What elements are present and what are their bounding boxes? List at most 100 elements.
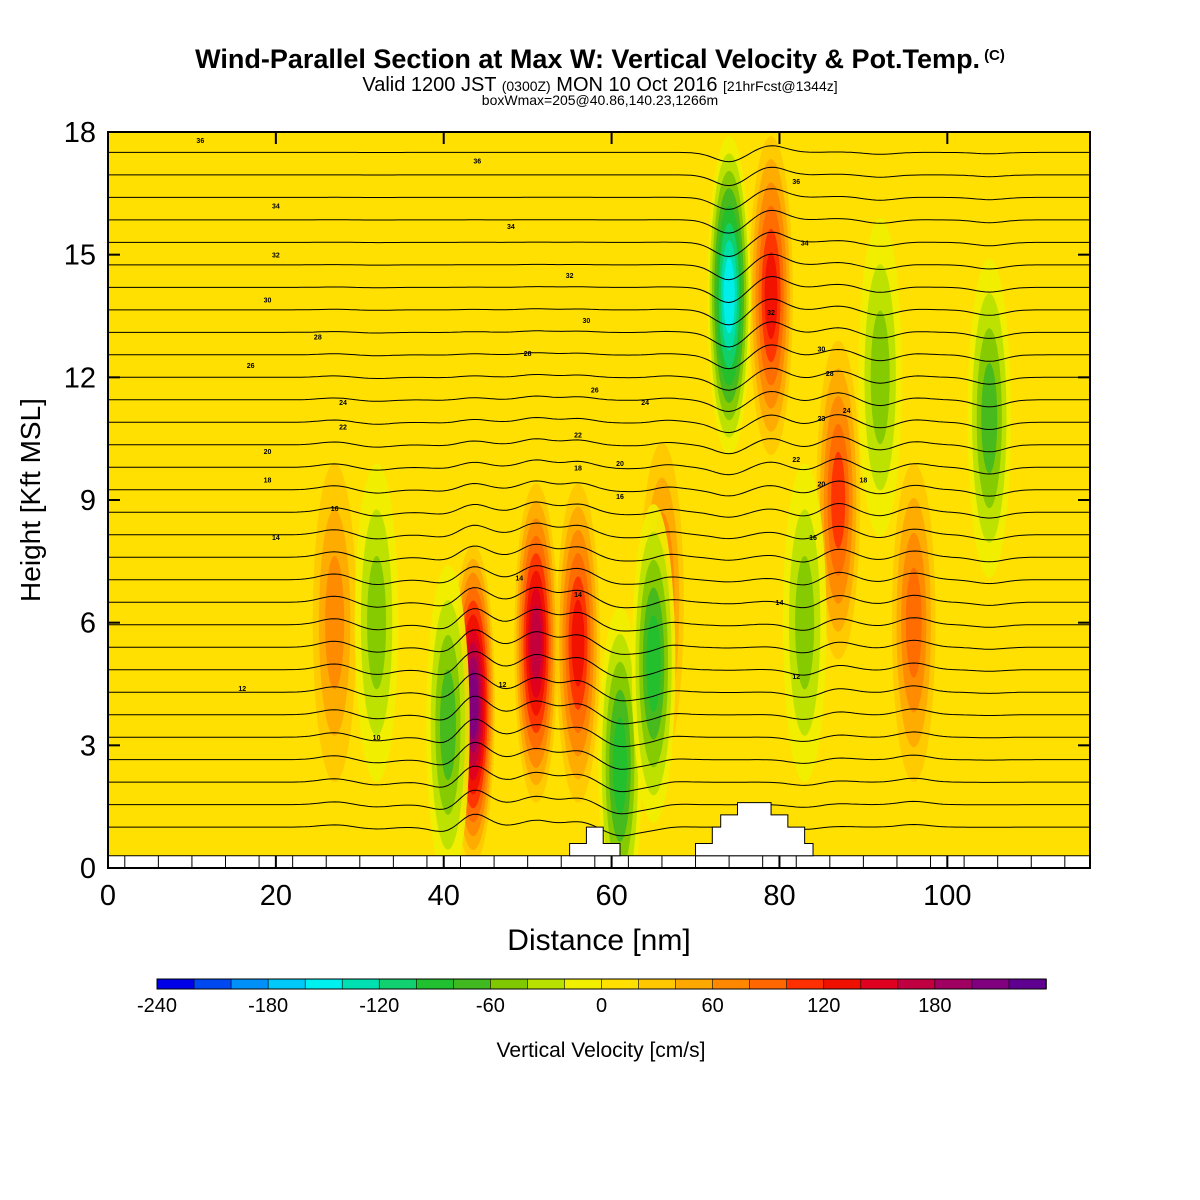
colorbar-swatch	[1008, 978, 1047, 990]
terrain-strip	[108, 855, 1090, 868]
isentrope-label: 18	[264, 478, 272, 485]
colorbar-swatch	[490, 978, 529, 990]
isentrope-label: 30	[264, 298, 272, 305]
isentrope-label: 10	[373, 735, 381, 742]
boxwmax-line: boxWmax=205@40.86,140.23,1266m	[481, 92, 719, 108]
isentrope	[108, 543, 1090, 563]
colorbar-tick-label: 60	[702, 995, 724, 1017]
colorbar-tick-label: 0	[596, 995, 607, 1017]
isentrope-label: 16	[331, 506, 339, 513]
isentrope	[108, 436, 1090, 455]
velocity-cell	[749, 136, 793, 456]
isentrope	[108, 480, 1090, 497]
isentrope	[108, 742, 1090, 770]
velocity-cell	[707, 136, 751, 456]
isentrope	[108, 458, 1090, 476]
isentrope-label: 22	[792, 457, 800, 464]
colorbar-swatch	[156, 978, 195, 990]
isentrope-label: 12	[792, 674, 800, 681]
isentrope-label: 14	[776, 600, 784, 607]
isentrope-label: 36	[196, 138, 204, 145]
x-tick-label: 0	[100, 880, 116, 912]
x-axis-label: Distance [nm]	[507, 924, 690, 957]
y-tick-label: 18	[64, 117, 96, 149]
isentrope	[108, 651, 1090, 679]
colorbar-swatch	[378, 978, 418, 990]
isentrope	[108, 608, 1090, 632]
isentrope-label: 36	[473, 159, 481, 166]
colorbar-swatch	[453, 978, 492, 990]
isentrope	[108, 565, 1090, 586]
colorbar-swatch	[564, 978, 603, 990]
velocity-contour-band	[646, 615, 661, 712]
colorbar-tick-label: -180	[248, 995, 288, 1017]
terrain-peak-east	[695, 802, 814, 857]
colorbar-swatch	[304, 978, 344, 990]
velocity-contour-band	[325, 555, 345, 690]
isentrope	[108, 695, 1090, 725]
isentrope	[108, 673, 1090, 702]
isentrope-label: 18	[574, 465, 582, 472]
velocity-contour-band	[795, 555, 815, 690]
y-tick-label: 3	[80, 730, 96, 762]
isentrope-label: 28	[314, 334, 322, 341]
isentrope	[108, 629, 1090, 655]
isentrope	[108, 145, 1090, 163]
colorbar-swatch	[675, 978, 714, 990]
isentrope-label: 36	[792, 179, 800, 186]
isentrope-label: 14	[515, 576, 523, 583]
isentrope-label: 12	[238, 686, 246, 693]
colorbar-swatch	[860, 978, 899, 990]
isentrope-label: 24	[843, 408, 851, 415]
isentrope-label: 18	[859, 478, 867, 485]
colorbar-swatch	[712, 978, 751, 990]
isentrope-label: 24	[339, 400, 347, 407]
velocity-contour-band	[467, 670, 479, 739]
isentrope-label: 34	[801, 240, 809, 247]
isentrope-label: 32	[767, 310, 775, 317]
terrain	[108, 802, 1090, 868]
chart-title: Wind-Parallel Section at Max W: Vertical…	[0, 44, 1200, 75]
velocity-cell	[312, 463, 357, 783]
velocity-cell	[514, 483, 558, 803]
velocity-cell	[967, 258, 1012, 578]
velocity-cell	[598, 606, 642, 868]
y-axis-label: Height [Kft MSL]	[15, 398, 46, 602]
isentrope	[108, 321, 1090, 348]
colorbar-tick-label: -240	[137, 995, 177, 1017]
isentrope	[108, 789, 1090, 815]
colorbar-swatch	[971, 978, 1010, 990]
velocity-contour-band	[764, 251, 778, 340]
velocity-cell	[782, 463, 827, 783]
title-mark: (C)	[984, 47, 1005, 64]
chart-title-text: Wind-Parallel Section at Max W: Vertical…	[195, 44, 981, 74]
colorbar-swatch	[267, 978, 306, 990]
x-tick-label: 100	[923, 880, 971, 912]
vertical-velocity-field	[108, 132, 1090, 868]
isentrope-label: 30	[818, 347, 826, 354]
isentrope	[108, 253, 1090, 281]
colorbar-swatch	[638, 978, 677, 990]
colorbar-swatch	[341, 978, 381, 990]
colorbar-swatch	[230, 978, 269, 990]
terrain-peak-west	[569, 826, 621, 857]
isentrope	[108, 390, 1090, 413]
isentrope-label: 30	[583, 318, 591, 325]
isentrope-label: 14	[272, 535, 280, 542]
y-tick-label: 15	[64, 240, 96, 272]
contour-labels: 36 36 36 34 34 34 32 32 30 30 32 28 28 30 26 26 28 24 24 24…	[196, 138, 867, 742]
forecast-info: [21hrFcst@1344z]	[723, 78, 838, 94]
isentrope	[108, 344, 1090, 370]
isentrope-label: 20	[264, 449, 272, 456]
colorbar-swatch	[415, 978, 455, 990]
isentrope	[108, 414, 1090, 434]
isentrope-label: 32	[272, 253, 280, 260]
chart-subtitle: Valid 1200 JST (0300Z) MON 10 Oct 2016 […	[0, 74, 1200, 97]
velocity-contour-band	[905, 567, 922, 678]
velocity-contour-band	[870, 310, 890, 445]
colorbar-tick-label: -60	[476, 995, 505, 1017]
velocity-cell	[556, 483, 600, 803]
isentrope-label: 34	[272, 204, 280, 211]
isentrope-label: 22	[339, 424, 347, 431]
colorbar-swatch	[897, 978, 936, 990]
